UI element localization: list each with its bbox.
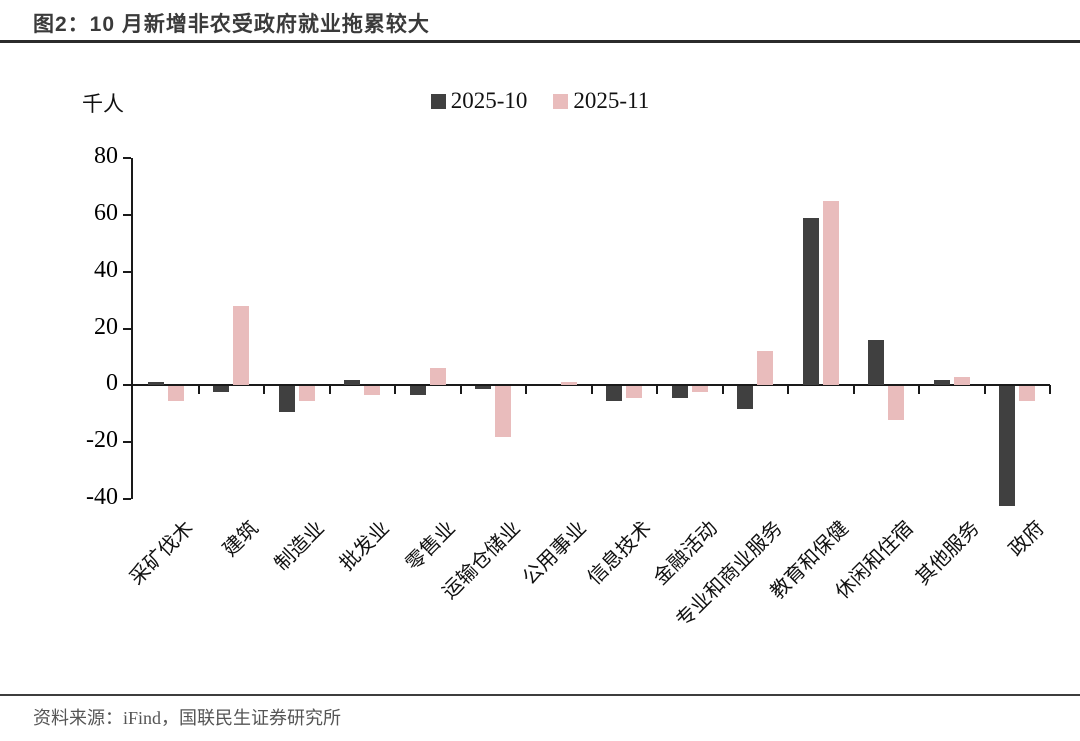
y-axis-tick xyxy=(123,384,131,387)
y-axis-tick-label: -20 xyxy=(86,427,118,454)
bar-2025-10-3 xyxy=(278,386,295,412)
y-axis-tick-label: 60 xyxy=(94,199,118,226)
y-axis-tick xyxy=(123,441,131,444)
figure-title: 图2：10 月新增非农受政府就业拖累较大 xyxy=(33,13,430,36)
bar-2025-10-13 xyxy=(933,379,950,386)
legend-label-0: 2025-10 xyxy=(450,88,528,113)
chart-legend: 2025-10 2025-11 xyxy=(0,88,1080,114)
bar-2025-10-5 xyxy=(409,386,426,395)
bar-2025-10-14 xyxy=(999,386,1016,506)
bar-2025-10-4 xyxy=(344,379,361,386)
legend-swatch-0 xyxy=(430,93,446,109)
x-axis-label-text: 政府 xyxy=(1005,517,1050,562)
bar-2025-10-2 xyxy=(213,386,230,392)
bar-2025-11-12 xyxy=(888,386,905,421)
bar-2025-10-11 xyxy=(802,217,819,386)
legend-swatch-1 xyxy=(553,93,569,109)
x-axis-tick xyxy=(787,385,789,395)
x-axis-tick xyxy=(852,385,855,395)
bar-2025-10-12 xyxy=(868,339,885,386)
bar-2025-10-9 xyxy=(671,386,688,398)
x-axis-tick xyxy=(459,385,462,395)
bar-2025-10-10 xyxy=(737,386,754,410)
bar-2025-11-6 xyxy=(495,386,512,438)
bar-2025-11-11 xyxy=(822,200,839,386)
title-underline xyxy=(0,40,1080,43)
x-axis-tick xyxy=(1049,385,1051,395)
x-axis-label-text: 批发业 xyxy=(336,517,395,576)
x-axis-tick xyxy=(525,385,527,395)
x-axis-label-text: 公用事业 xyxy=(518,517,591,590)
bar-2025-11-13 xyxy=(953,376,970,386)
x-axis-label-text: 其他服务 xyxy=(911,517,984,590)
legend-item-2025-11: 2025-11 xyxy=(553,88,649,114)
y-axis-line xyxy=(131,158,133,499)
y-axis-tick-label: 40 xyxy=(94,256,118,283)
legend-item-2025-10: 2025-10 xyxy=(430,88,528,114)
bar-2025-11-2 xyxy=(233,305,250,386)
x-axis-tick xyxy=(721,385,724,395)
y-axis-tick-label: 0 xyxy=(106,370,118,397)
y-axis-unit-label: 千人 xyxy=(82,92,124,116)
x-axis-label-text: 采矿伐木 xyxy=(125,517,198,590)
bar-2025-11-9 xyxy=(691,386,708,392)
x-axis-tick xyxy=(394,385,396,395)
x-axis-tick xyxy=(328,385,331,395)
y-axis-tick-label: -40 xyxy=(86,484,118,510)
y-axis-tick xyxy=(123,327,131,330)
bar-2025-11-8 xyxy=(626,386,643,398)
x-axis-tick xyxy=(197,385,200,395)
y-axis-tick-label: 80 xyxy=(94,143,118,169)
y-axis-tick xyxy=(123,157,131,159)
bar-2025-10-8 xyxy=(606,386,623,401)
bar-2025-10-1 xyxy=(147,382,164,386)
y-axis-tick xyxy=(123,270,131,273)
y-axis-tick xyxy=(123,213,131,216)
x-axis-label-text: 制造业 xyxy=(270,517,329,576)
bar-2025-11-10 xyxy=(757,351,774,386)
x-axis-tick xyxy=(918,385,920,395)
x-axis-tick xyxy=(656,385,658,395)
x-axis-tick xyxy=(590,385,593,395)
bar-2025-11-14 xyxy=(1019,386,1036,401)
legend-label-1: 2025-11 xyxy=(573,88,650,113)
source-text: 资料来源：iFind，国联民生证券研究所 xyxy=(33,708,342,728)
bar-2025-11-4 xyxy=(364,386,381,395)
bar-2025-11-5 xyxy=(429,368,446,386)
y-axis-tick-label: 20 xyxy=(94,313,118,340)
bar-2025-11-3 xyxy=(298,386,315,401)
x-axis-label-text: 信息技术 xyxy=(583,517,657,590)
y-axis-tick xyxy=(123,498,131,500)
source-divider xyxy=(0,694,1080,696)
bar-2025-11-1 xyxy=(167,386,184,401)
x-axis-label-text: 建筑 xyxy=(219,517,264,562)
bar-2025-11-7 xyxy=(560,382,577,386)
bar-2025-10-6 xyxy=(475,386,492,390)
x-axis-tick xyxy=(263,385,265,395)
x-axis-tick xyxy=(983,385,986,395)
